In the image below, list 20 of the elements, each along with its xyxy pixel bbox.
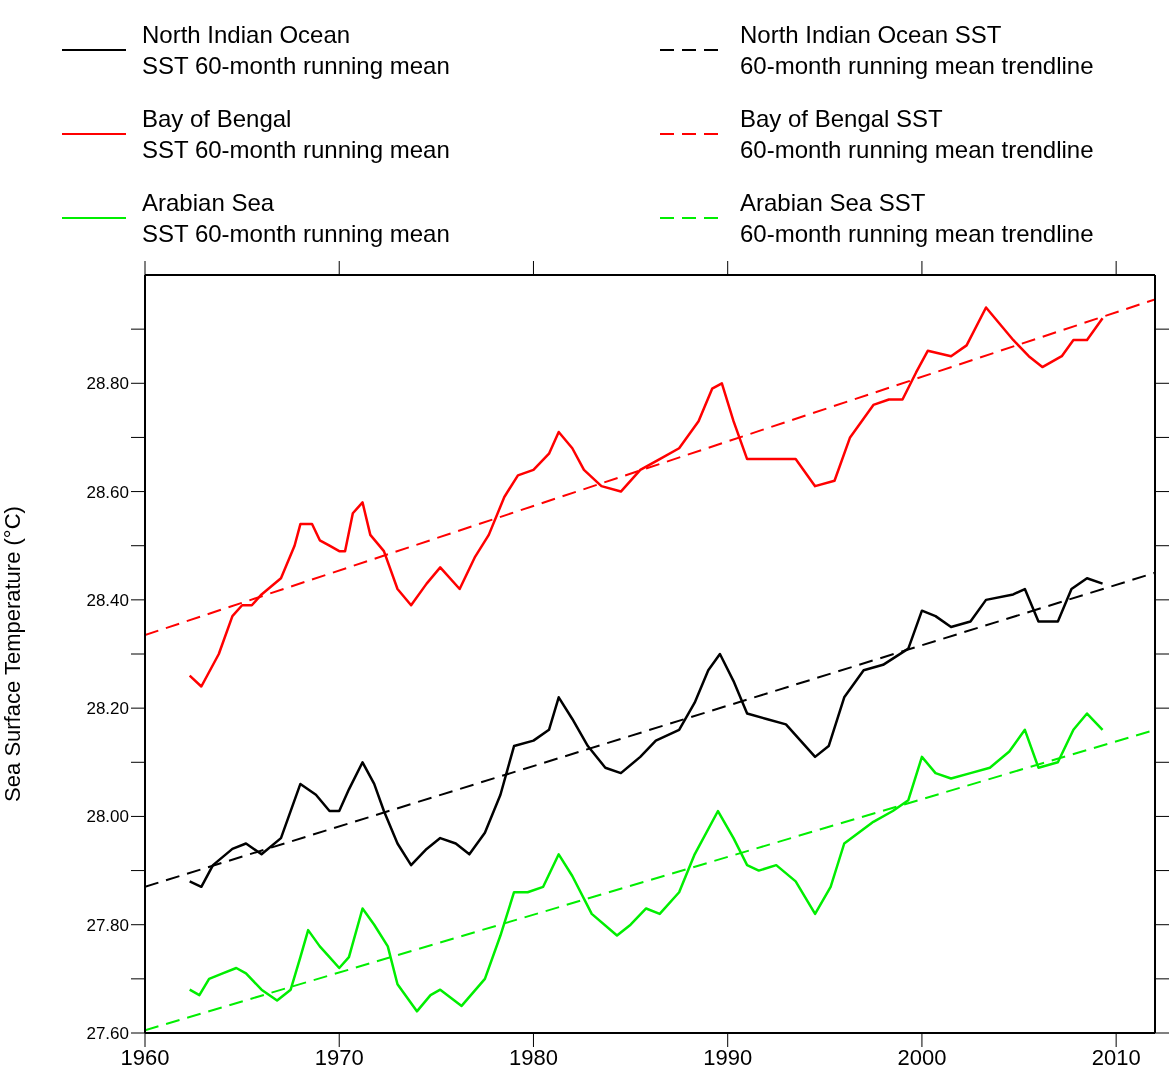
y-tick-label: 28.40 bbox=[86, 590, 129, 610]
x-tick-label: 1980 bbox=[508, 1044, 558, 1070]
legend-label: Arabian Sea SST 60-month running mean trendline bbox=[740, 188, 1094, 249]
y-tick-label: 28.20 bbox=[86, 699, 129, 719]
y-axis-title: Sea Surface Temperature (°C) bbox=[0, 506, 25, 802]
legend-label: North Indian Ocean SST 60-month running mean trendline bbox=[740, 20, 1094, 81]
legend-label: Arabian Sea SST 60-month running mean bbox=[142, 188, 450, 249]
y-tick-label: 27.80 bbox=[86, 915, 129, 935]
y-tick-label: 28.60 bbox=[86, 482, 129, 502]
x-tick-label: 1990 bbox=[703, 1044, 753, 1070]
legend-label: Bay of Bengal SST 60-month running mean bbox=[142, 104, 450, 165]
y-tick-label: 27.60 bbox=[86, 1024, 129, 1044]
legend-label: Bay of Bengal SST 60-month running mean trendline bbox=[740, 104, 1094, 165]
y-tick-label: 28.80 bbox=[86, 374, 129, 394]
x-tick-label: 2010 bbox=[1091, 1044, 1141, 1070]
x-tick-label: 1970 bbox=[314, 1044, 364, 1070]
x-tick-label: 2000 bbox=[897, 1044, 947, 1070]
legend-label: North Indian Ocean SST 60-month running mean bbox=[142, 20, 450, 81]
x-tick-label: 1960 bbox=[120, 1044, 170, 1070]
y-tick-label: 28.00 bbox=[86, 807, 129, 827]
